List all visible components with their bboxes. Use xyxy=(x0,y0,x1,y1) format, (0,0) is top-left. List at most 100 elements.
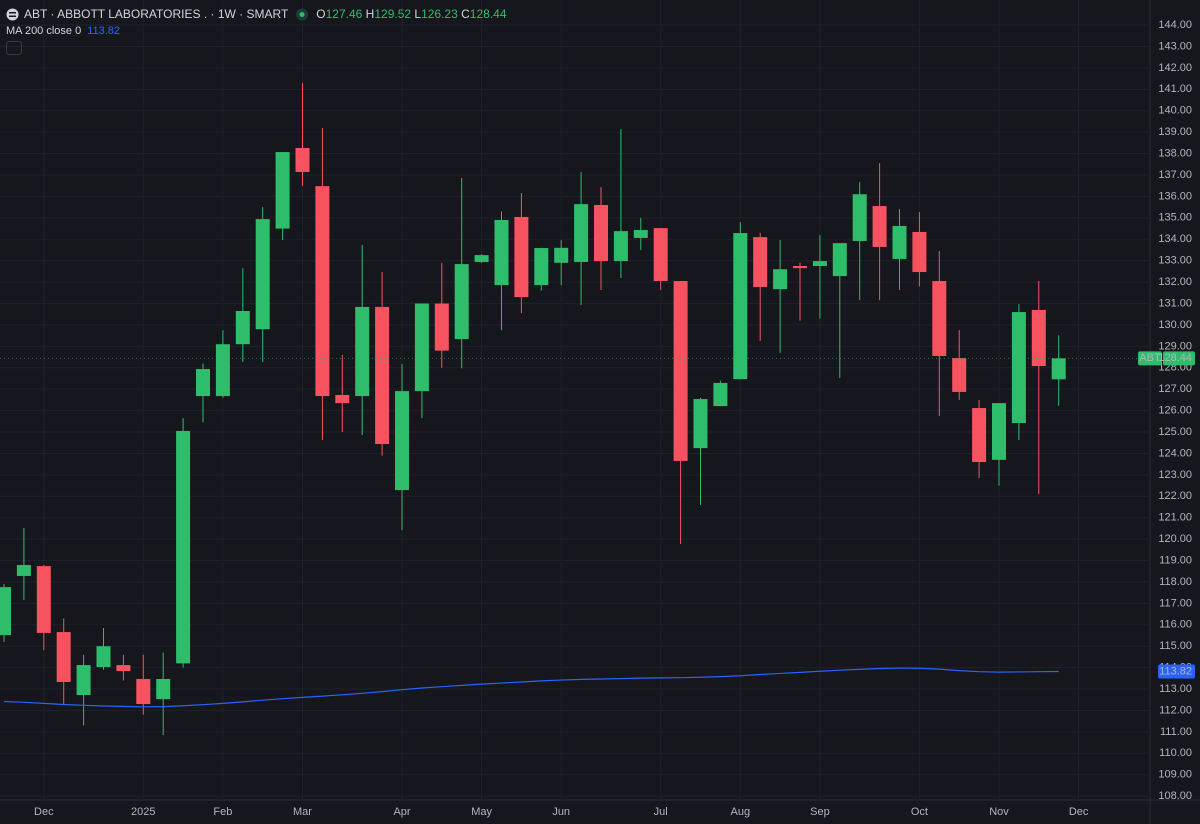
y-tick-label: 143.00 xyxy=(1158,40,1192,52)
y-tick-label: 144.00 xyxy=(1158,19,1192,31)
candle-body xyxy=(793,266,807,269)
candle-body xyxy=(414,303,429,392)
ma-legend: MA 200 close 0 113.82 xyxy=(6,25,120,37)
y-tick-label: 121.00 xyxy=(1158,512,1192,524)
candle-body xyxy=(96,646,111,667)
y-tick-label: 142.00 xyxy=(1158,62,1192,74)
x-tick-label: Dec xyxy=(34,806,54,818)
candle-body xyxy=(116,665,131,672)
y-tick-label: 113.00 xyxy=(1159,683,1192,695)
y-tick-label: 141.00 xyxy=(1158,83,1192,95)
y-tick-label: 139.00 xyxy=(1158,126,1192,138)
status-dot[interactable] xyxy=(293,8,311,21)
x-tick-label: Mar xyxy=(293,806,312,818)
candle-body xyxy=(156,678,171,700)
candle-body xyxy=(633,230,648,238)
y-tick-label: 108.00 xyxy=(1158,790,1192,802)
candle-body xyxy=(0,587,11,636)
candle-body xyxy=(733,233,748,380)
y-tick-label: 115.00 xyxy=(1159,640,1192,652)
y-tick-label: 124.00 xyxy=(1158,447,1192,459)
x-tick-label: Apr xyxy=(393,806,410,818)
y-tick-label: 140.00 xyxy=(1158,105,1192,117)
candle-body xyxy=(196,369,210,397)
candle-body xyxy=(832,243,847,277)
candle-body xyxy=(693,399,708,449)
y-tick-label: 123.00 xyxy=(1158,469,1192,481)
y-tick-label: 129.00 xyxy=(1158,340,1192,352)
candle-body xyxy=(574,204,589,262)
candle-body xyxy=(653,228,668,282)
ticker-label: ABT xyxy=(1139,352,1161,364)
y-tick-label: 110.00 xyxy=(1159,747,1192,759)
candle-body xyxy=(534,248,549,286)
x-tick-label: Feb xyxy=(213,806,232,818)
close-value: 128.44 xyxy=(469,7,507,21)
y-tick-label: 136.00 xyxy=(1158,190,1192,202)
candle-body xyxy=(335,394,350,404)
y-tick-label: 119.00 xyxy=(1159,554,1192,566)
candle-body xyxy=(773,269,788,290)
candle-body xyxy=(454,264,469,340)
ma-price-label: 113.82 xyxy=(1159,665,1192,677)
candle-body xyxy=(713,382,728,407)
y-tick-label: 132.00 xyxy=(1158,276,1192,288)
candle-body xyxy=(812,261,827,267)
ohlc: O127.46 H129.52 L126.23 C128.44 xyxy=(316,7,506,21)
candle-body xyxy=(972,408,987,463)
price-label-bg xyxy=(1163,351,1195,366)
legend-header: ABT · ABBOTT LABORATORIES . · 1W · SMART… xyxy=(6,7,507,21)
x-tick-label: Nov xyxy=(989,806,1009,818)
symbol-title: ABT · ABBOTT LABORATORIES . · 1W · SMART xyxy=(24,7,289,21)
collapse-button[interactable] xyxy=(6,41,22,55)
open-label: O xyxy=(316,7,326,21)
candle-body xyxy=(255,219,270,330)
candle-body xyxy=(613,231,628,262)
high-label: H xyxy=(365,7,375,21)
y-tick-label: 118.00 xyxy=(1159,576,1192,588)
y-tick-label: 125.00 xyxy=(1158,426,1192,438)
symbol-icon xyxy=(6,8,19,20)
ma-line xyxy=(3,667,1059,708)
candle-body xyxy=(912,231,927,273)
candle-body xyxy=(176,430,191,664)
candle-body xyxy=(235,311,250,345)
candle-body xyxy=(1031,309,1046,367)
candle-body xyxy=(355,306,370,397)
candle-body xyxy=(76,665,91,696)
candle-body xyxy=(16,565,31,576)
open-value: 127.46 xyxy=(325,7,363,21)
candle-body xyxy=(992,403,1006,460)
x-tick-label: Aug xyxy=(731,806,751,818)
candle-body xyxy=(395,391,409,491)
y-tick-label: 122.00 xyxy=(1158,490,1192,502)
y-tick-label: 126.00 xyxy=(1158,405,1192,417)
x-tick-label: Sep xyxy=(810,806,830,818)
candle-body xyxy=(434,303,449,351)
candle-body xyxy=(952,358,967,392)
candle-body xyxy=(215,344,230,397)
candle-body xyxy=(594,204,608,262)
x-tick-label: May xyxy=(471,806,492,818)
low-value: 126.23 xyxy=(421,7,458,21)
y-tick-label: 117.00 xyxy=(1159,597,1192,609)
y-tick-label: 135.00 xyxy=(1158,212,1192,224)
y-tick-label: 112.00 xyxy=(1159,704,1192,716)
y-tick-label: 134.00 xyxy=(1158,233,1192,245)
candle-body xyxy=(514,216,529,298)
x-tick-label: Jul xyxy=(654,806,668,818)
y-tick-label: 120.00 xyxy=(1158,533,1192,545)
y-tick-label: 127.00 xyxy=(1158,383,1192,395)
candle-body xyxy=(892,225,907,259)
y-tick-label: 138.00 xyxy=(1158,147,1192,159)
candle-body xyxy=(56,632,71,682)
price-axis-bg xyxy=(1150,0,1200,824)
price-label: 128.44 xyxy=(1158,352,1192,364)
candle-body xyxy=(753,237,768,288)
candle-body xyxy=(554,247,569,263)
candle-body xyxy=(36,566,51,633)
x-tick-label: 2025 xyxy=(131,806,155,818)
y-tick-label: 111.00 xyxy=(1160,726,1192,738)
